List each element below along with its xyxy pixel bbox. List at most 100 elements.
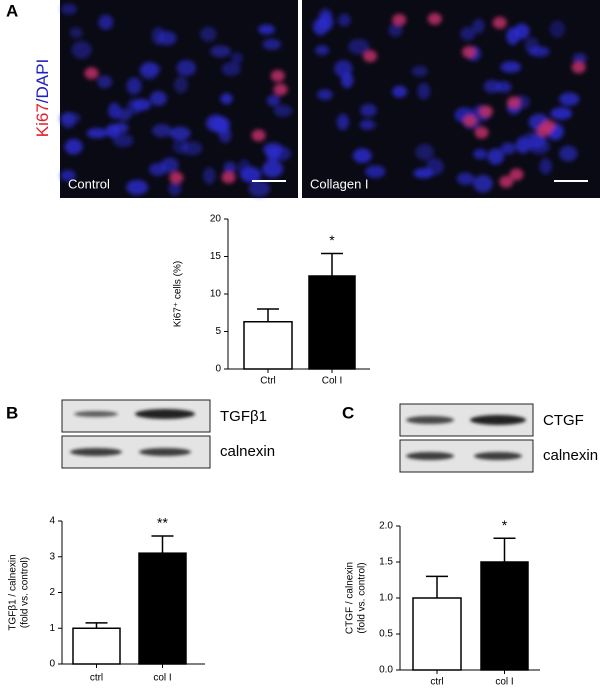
ki67-nucleus (84, 67, 99, 80)
nucleus (60, 3, 77, 15)
nucleus (359, 119, 377, 131)
bar (308, 275, 356, 370)
ki67-nucleus (221, 171, 236, 184)
nucleus (203, 167, 216, 185)
bar-chart: 0 1 2 3 4 TGFβ1 / calnexin (fold vs. control) c… (8, 515, 205, 684)
blots (61, 399, 534, 473)
image-label: Collagen I (310, 176, 369, 191)
nucleus (539, 158, 552, 175)
band-label: CTGF (543, 412, 584, 429)
y-axis-label: TGFβ1 / calnexin (8, 554, 19, 630)
band-label: calnexin (220, 443, 275, 460)
ki67-nucleus (251, 129, 266, 142)
nucleus (60, 169, 76, 182)
x-tick-label: ctrl (430, 677, 443, 688)
y-tick-label: 2.0 (379, 521, 393, 532)
nucleus (168, 182, 182, 196)
ki67-nucleus (571, 61, 586, 74)
y-tick-label: 0 (215, 364, 221, 375)
significance: * (502, 517, 508, 533)
nucleus (126, 179, 149, 195)
nucleus (360, 103, 377, 117)
nucleus (86, 128, 108, 139)
cells (313, 8, 587, 193)
nucleus (71, 40, 92, 59)
bar-chart: 0.0 0.5 1.0 1.5 2.0 CTGF / calnexin (fold vs. … (345, 517, 540, 688)
nucleus (506, 27, 520, 45)
ki67-nucleus (270, 69, 285, 82)
ki67-nucleus (492, 16, 507, 29)
x-tick-label: Col I (322, 376, 343, 387)
nucleus (206, 114, 226, 132)
stain-ki67: Ki67 (33, 103, 52, 137)
bar (243, 321, 293, 370)
nucleus (149, 163, 167, 176)
nucleus (98, 14, 114, 30)
nucleus (221, 62, 241, 76)
nucleus (210, 45, 232, 58)
nucleus (473, 148, 488, 160)
y-tick-label: 1.5 (379, 557, 393, 568)
nucleus (97, 75, 113, 89)
nucleus (559, 92, 580, 106)
nucleus (273, 104, 293, 117)
nucleus (262, 38, 282, 50)
ki67-nucleus (499, 175, 514, 188)
ki67-nucleus (392, 13, 407, 26)
stain-label: Ki67/DAPI (33, 59, 52, 137)
nucleus (258, 24, 275, 35)
nucleus (223, 161, 237, 174)
x-tick-label: col I (495, 677, 513, 688)
y-tick-label: 3 (49, 551, 55, 562)
nucleus (173, 76, 188, 94)
ki67-nucleus (478, 105, 493, 118)
ki67-nucleus (461, 46, 476, 59)
y-axis-label: CTGF / calnexin (345, 562, 356, 634)
significance: * (329, 232, 335, 248)
nucleus (411, 65, 428, 77)
nucleus (139, 61, 159, 80)
nucleus (500, 142, 516, 155)
panel-label: B (6, 403, 18, 422)
nucleus (472, 18, 485, 34)
nucleus (392, 85, 408, 98)
y-tick-label: 0.5 (379, 629, 393, 640)
nucleus (473, 174, 493, 193)
bar (72, 627, 121, 665)
ki67-nucleus (463, 114, 478, 127)
panel-label: A (6, 1, 18, 20)
y-tick-label: 0.0 (379, 665, 393, 676)
nucleus (108, 102, 121, 119)
bar (412, 597, 462, 671)
ki67-nucleus (169, 171, 184, 184)
bar (138, 552, 187, 665)
y-tick-label: 1.0 (379, 593, 393, 604)
y-tick-label: 4 (49, 516, 55, 527)
nucleus (230, 52, 244, 65)
nucleus (262, 160, 284, 178)
nucleus (337, 13, 351, 27)
band-label: TGFβ1 (220, 408, 267, 425)
nucleus (487, 148, 505, 165)
nucleus (172, 137, 189, 154)
nucleus (272, 146, 291, 162)
bar-chart: 0 5 10 15 20 Ki67⁺ cells (%) Ctrl Col I * (173, 214, 370, 387)
nucleus (220, 93, 233, 105)
nucleus (460, 26, 476, 41)
nucleus (549, 20, 565, 38)
panel-label: C (342, 403, 354, 422)
nucleus (413, 168, 434, 179)
nucleus (240, 166, 262, 183)
nucleus (417, 82, 431, 100)
nucleus (348, 38, 370, 55)
nucleus (169, 126, 191, 140)
y-axis-label: Ki67⁺ cells (%) (173, 261, 184, 327)
nucleus (126, 77, 142, 95)
nucleus (334, 60, 353, 78)
x-tick-label: col I (153, 673, 171, 684)
nucleus (317, 89, 333, 101)
y-tick-label: 10 (210, 289, 222, 300)
nucleus (388, 23, 403, 37)
ki67-nucleus (474, 126, 489, 139)
ki67-nucleus (363, 50, 378, 63)
